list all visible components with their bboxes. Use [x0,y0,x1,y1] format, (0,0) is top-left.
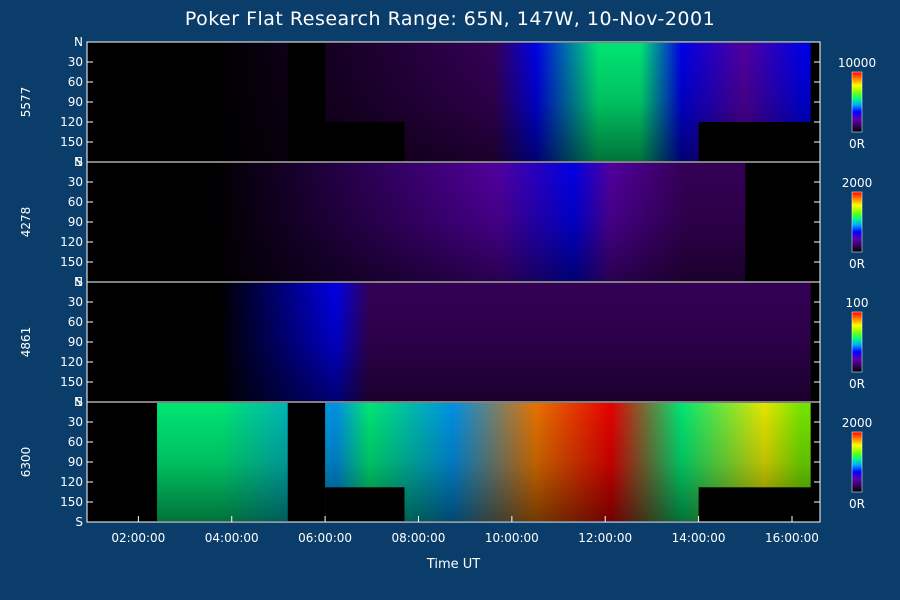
data-gap [287,403,326,521]
y-tick-label: 120 [60,355,83,369]
y-tick-label: N [74,395,83,409]
colorbar-min-label: 0R [849,257,865,271]
colorbar-max-label: 2000 [842,176,873,190]
y-tick-label: 150 [60,255,83,269]
y-tick-label: 60 [68,315,83,329]
y-tick-label: 30 [68,55,83,69]
panel-label: 6300 [19,447,33,478]
colorbar [851,311,863,373]
x-tick-label: 10:00:00 [485,531,539,545]
y-tick-label: 90 [68,215,83,229]
panel-shade [87,402,820,522]
colorbar-max-label: 100 [846,296,869,310]
x-tick-label: 12:00:00 [578,531,632,545]
y-tick-label: N [74,155,83,169]
x-tick-label: 16:00:00 [765,531,819,545]
data-gap [87,403,158,521]
colorbar [851,71,863,133]
y-tick-label: 150 [60,495,83,509]
y-tick-label: 30 [68,295,83,309]
y-tick-label: N [74,35,83,49]
cutoff-box [325,487,405,521]
colorbar-min-label: 0R [849,137,865,151]
y-tick-label: S [75,155,83,169]
y-tick-label: 60 [68,75,83,89]
colorbar-max-label: 10000 [838,56,876,70]
panel-shade [87,282,820,402]
y-tick-label: 30 [68,415,83,429]
y-tick-label: 120 [60,475,83,489]
colorbar-max-label: 2000 [842,416,873,430]
y-tick-label: 90 [68,335,83,349]
panel-label: 5577 [19,87,33,118]
y-tick-label: S [75,275,83,289]
colorbar-min-label: 0R [849,377,865,391]
x-axis-label: Time UT [426,557,480,572]
colorbar [851,431,863,493]
data-gap [287,43,326,161]
cutoff-box [325,122,405,161]
colorbar [851,191,863,253]
y-tick-label: 60 [68,435,83,449]
data-gap [87,43,158,161]
x-tick-label: 04:00:00 [205,531,259,545]
y-tick-label: S [75,515,83,529]
x-tick-label: 02:00:00 [111,531,165,545]
colorbar-min-label: 0R [849,497,865,511]
y-tick-label: 120 [60,115,83,129]
x-tick-label: 08:00:00 [392,531,446,545]
cutoff-box [698,122,820,161]
x-tick-label: 06:00:00 [298,531,352,545]
cutoff-box [698,487,820,521]
y-tick-label: N [74,275,83,289]
y-tick-label: 30 [68,175,83,189]
panel-label: 4861 [19,327,33,358]
chart-title: Poker Flat Research Range: 65N, 147W, 10… [184,8,716,30]
panel-shade [87,42,820,162]
y-tick-label: S [75,395,83,409]
x-tick-label: 14:00:00 [672,531,726,545]
y-tick-label: 120 [60,235,83,249]
y-tick-label: 150 [60,135,83,149]
panel-shade [87,162,820,282]
y-tick-label: 150 [60,375,83,389]
y-tick-label: 90 [68,95,83,109]
y-tick-label: 60 [68,195,83,209]
panel-label: 4278 [19,207,33,238]
y-tick-label: 90 [68,455,83,469]
